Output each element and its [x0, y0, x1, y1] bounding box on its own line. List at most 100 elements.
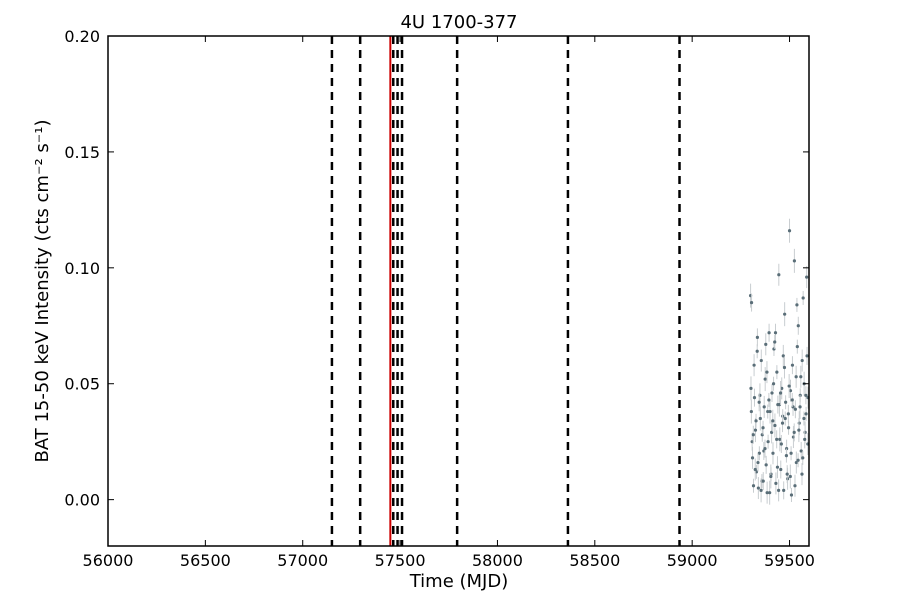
data-point	[786, 426, 791, 430]
data-point	[780, 421, 785, 425]
data-point	[757, 451, 761, 455]
x-tick-label: 58000	[472, 551, 523, 570]
y-axis-label: BAT 15-50 keV Intensity (cts cm⁻² s⁻¹)	[32, 119, 53, 462]
data-point	[775, 465, 780, 469]
data-point	[771, 451, 775, 455]
data-point	[768, 491, 772, 495]
data-point	[789, 493, 794, 497]
data-point	[749, 386, 753, 390]
y-tick-label: 0.20	[64, 27, 100, 46]
data-point	[797, 428, 801, 432]
data-point	[755, 335, 759, 339]
data-point	[792, 259, 796, 263]
data-point	[784, 453, 789, 458]
data-point	[757, 400, 761, 404]
data-point	[762, 405, 766, 409]
data-point	[753, 428, 758, 432]
data-point	[765, 491, 769, 495]
data-point	[779, 467, 783, 472]
data-point	[803, 437, 807, 441]
data-point	[751, 484, 756, 488]
data-point	[795, 303, 799, 307]
data-point	[761, 426, 765, 430]
data-point	[749, 409, 753, 414]
data-point	[789, 451, 793, 455]
data-point	[804, 412, 808, 416]
data-point	[777, 273, 781, 277]
data-point	[788, 474, 792, 479]
data-point	[755, 349, 759, 353]
data-point	[771, 419, 775, 423]
x-axis-label: Time (MJD)	[409, 571, 509, 592]
data-point	[775, 437, 779, 441]
data-point	[749, 300, 754, 305]
x-tick-label: 57000	[277, 551, 328, 570]
data-point	[792, 430, 796, 435]
data-point	[799, 449, 803, 453]
data-point	[766, 409, 770, 414]
x-tick-label: 59500	[764, 551, 815, 570]
data-point	[798, 405, 802, 409]
data-point	[750, 456, 755, 460]
data-point	[787, 229, 792, 233]
data-point	[785, 472, 789, 476]
data-point	[793, 407, 797, 411]
y-tick-label: 0.15	[64, 143, 100, 162]
data-point	[777, 488, 781, 492]
data-point	[753, 467, 757, 472]
data-point	[751, 433, 755, 437]
data-point	[779, 442, 783, 446]
data-point	[763, 447, 767, 451]
data-point	[778, 391, 783, 395]
data-point	[768, 409, 772, 414]
data-point	[788, 389, 793, 393]
data-point	[799, 375, 803, 379]
data-point	[752, 396, 757, 400]
data-point	[774, 481, 778, 486]
data-point	[796, 458, 800, 462]
data-point	[778, 437, 782, 441]
data-point	[752, 363, 756, 367]
data-point	[805, 354, 809, 358]
data-point	[759, 488, 763, 492]
x-tick-label: 57500	[375, 551, 426, 570]
plot-frame	[107, 35, 810, 547]
data-point	[800, 472, 804, 476]
data-point	[787, 384, 791, 388]
data-point	[804, 393, 808, 397]
data-point	[756, 460, 760, 465]
data-point	[763, 377, 767, 381]
data-point	[801, 456, 805, 460]
data-point	[765, 370, 769, 374]
data-point	[794, 375, 798, 379]
data-point	[771, 382, 776, 386]
data-point	[790, 398, 794, 402]
data-point	[766, 440, 770, 444]
x-tick-label: 56500	[180, 551, 231, 570]
x-tick-label: 59000	[667, 551, 718, 570]
y-tick-label: 0.10	[64, 259, 100, 278]
data-point	[769, 474, 773, 479]
data-point	[801, 296, 805, 300]
data-point	[784, 400, 788, 404]
data-point	[754, 419, 758, 423]
y-tick-label: 0.00	[64, 491, 100, 510]
data-point	[758, 416, 762, 421]
y-tick-label: 0.05	[64, 375, 100, 394]
data-point	[795, 345, 799, 349]
data-point	[794, 460, 798, 465]
ref-lines	[330, 36, 681, 546]
data-point	[773, 331, 778, 335]
data-point	[782, 365, 787, 370]
x-tick-label: 56000	[83, 551, 134, 570]
data-point	[786, 412, 790, 416]
data-point	[759, 358, 763, 363]
data-point	[764, 342, 768, 346]
data-point	[764, 463, 768, 467]
data-point	[796, 324, 800, 328]
chart-title: 4U 1700-377	[400, 12, 517, 33]
data-point	[782, 488, 786, 492]
data-point	[783, 416, 787, 421]
data-point	[805, 275, 809, 279]
